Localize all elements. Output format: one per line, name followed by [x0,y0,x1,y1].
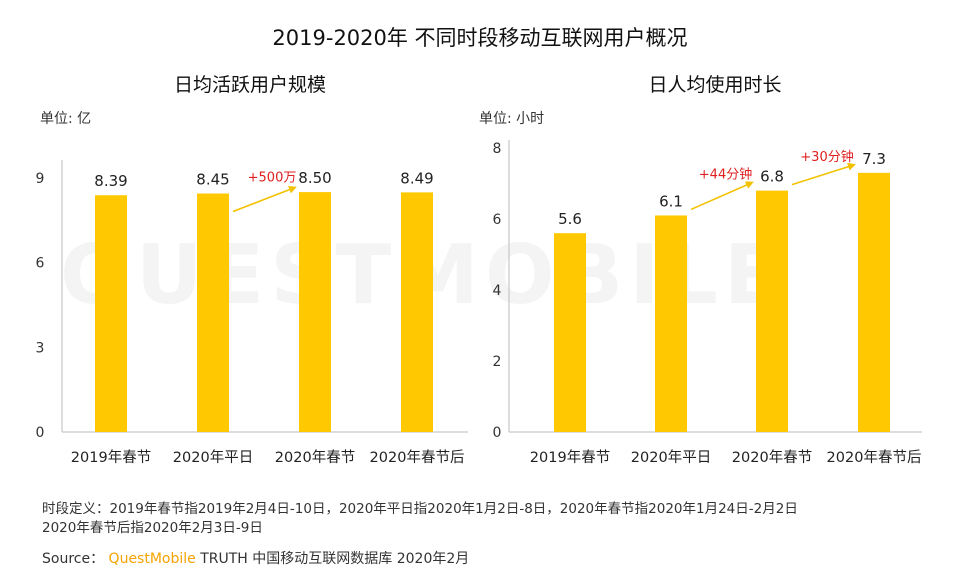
source-line: Source： QuestMobile TRUTH 中国移动互联网数据库 202… [42,548,469,568]
chart1-bar [756,190,788,432]
chart1-category-label: 2020年春节后 [827,449,922,466]
chart0-y-tick-label: 0 [36,425,45,441]
chart1-y-tick-label: 8 [493,141,502,157]
chart0-y-tick-label: 6 [36,256,45,272]
chart1-category-label: 2020年春节 [732,449,812,466]
chart1-value-label: 7.3 [862,150,886,168]
chart1-category-label: 2019年春节 [530,449,610,466]
chart1-value-label: 6.1 [659,192,683,210]
chart1-y-tick-label: 0 [493,425,502,441]
source-brand: QuestMobile [108,551,196,567]
footnote-definition-line2: 2020年春节后指2020年2月3日-9日 [42,520,263,536]
chart1-bar [554,233,586,432]
right-unit-label: 单位: 小时 [479,111,545,127]
chart1-y-tick-label: 2 [493,354,502,370]
page-title: 2019-2020年 不同时段移动互联网用户概况 [272,26,688,50]
footnote-definition-line1: 时段定义：2019年春节指2019年2月4日-10日，2020年平日指2020年… [42,501,798,517]
chart0-annotation-arrow [232,185,297,213]
chart1-y-tick-label: 4 [493,283,502,299]
chart0-category-label: 2020年平日 [173,449,253,466]
chart0-value-label: 8.49 [400,169,433,187]
chart0-annotation-label: +500万 [248,171,297,186]
left-chart-title: 日均活跃用户规模 [173,74,326,96]
chart1-category-label: 2020年平日 [631,449,711,466]
source-prefix: Source： [42,551,105,567]
chart0-value-label: 8.45 [196,171,229,189]
source-suffix: TRUTH 中国移动互联网数据库 2020年2月 [200,551,470,567]
chart1-annotation-label: +30分钟 [800,149,853,165]
chart1-value-label: 5.6 [558,210,582,228]
chart1-annotation-arrow [791,162,856,186]
chart1-value-label: 6.8 [760,168,784,186]
chart1-y-tick-label: 6 [493,212,502,228]
chart0-value-label: 8.39 [94,172,127,190]
chart1-bar [858,172,890,432]
chart0-bar [299,192,331,432]
chart0-bar [401,192,433,432]
chart0-bar [95,195,127,432]
chart0-category-label: 2020年春节 [275,449,355,466]
chart0-y-tick-label: 3 [36,340,45,356]
chart0-bar [197,193,229,432]
chart1-annotation-arrow [690,181,754,211]
chart0-category-label: 2020年春节后 [370,449,465,466]
chart1-bar [655,215,687,432]
chart0-value-label: 8.50 [298,169,331,187]
chart0-y-tick-label: 9 [36,171,45,187]
left-unit-label: 单位: 亿 [40,111,92,127]
chart1-annotation-label: +44分钟 [699,167,752,183]
chart0-category-label: 2019年春节 [71,449,151,466]
right-chart-title: 日人均使用时长 [648,74,782,96]
